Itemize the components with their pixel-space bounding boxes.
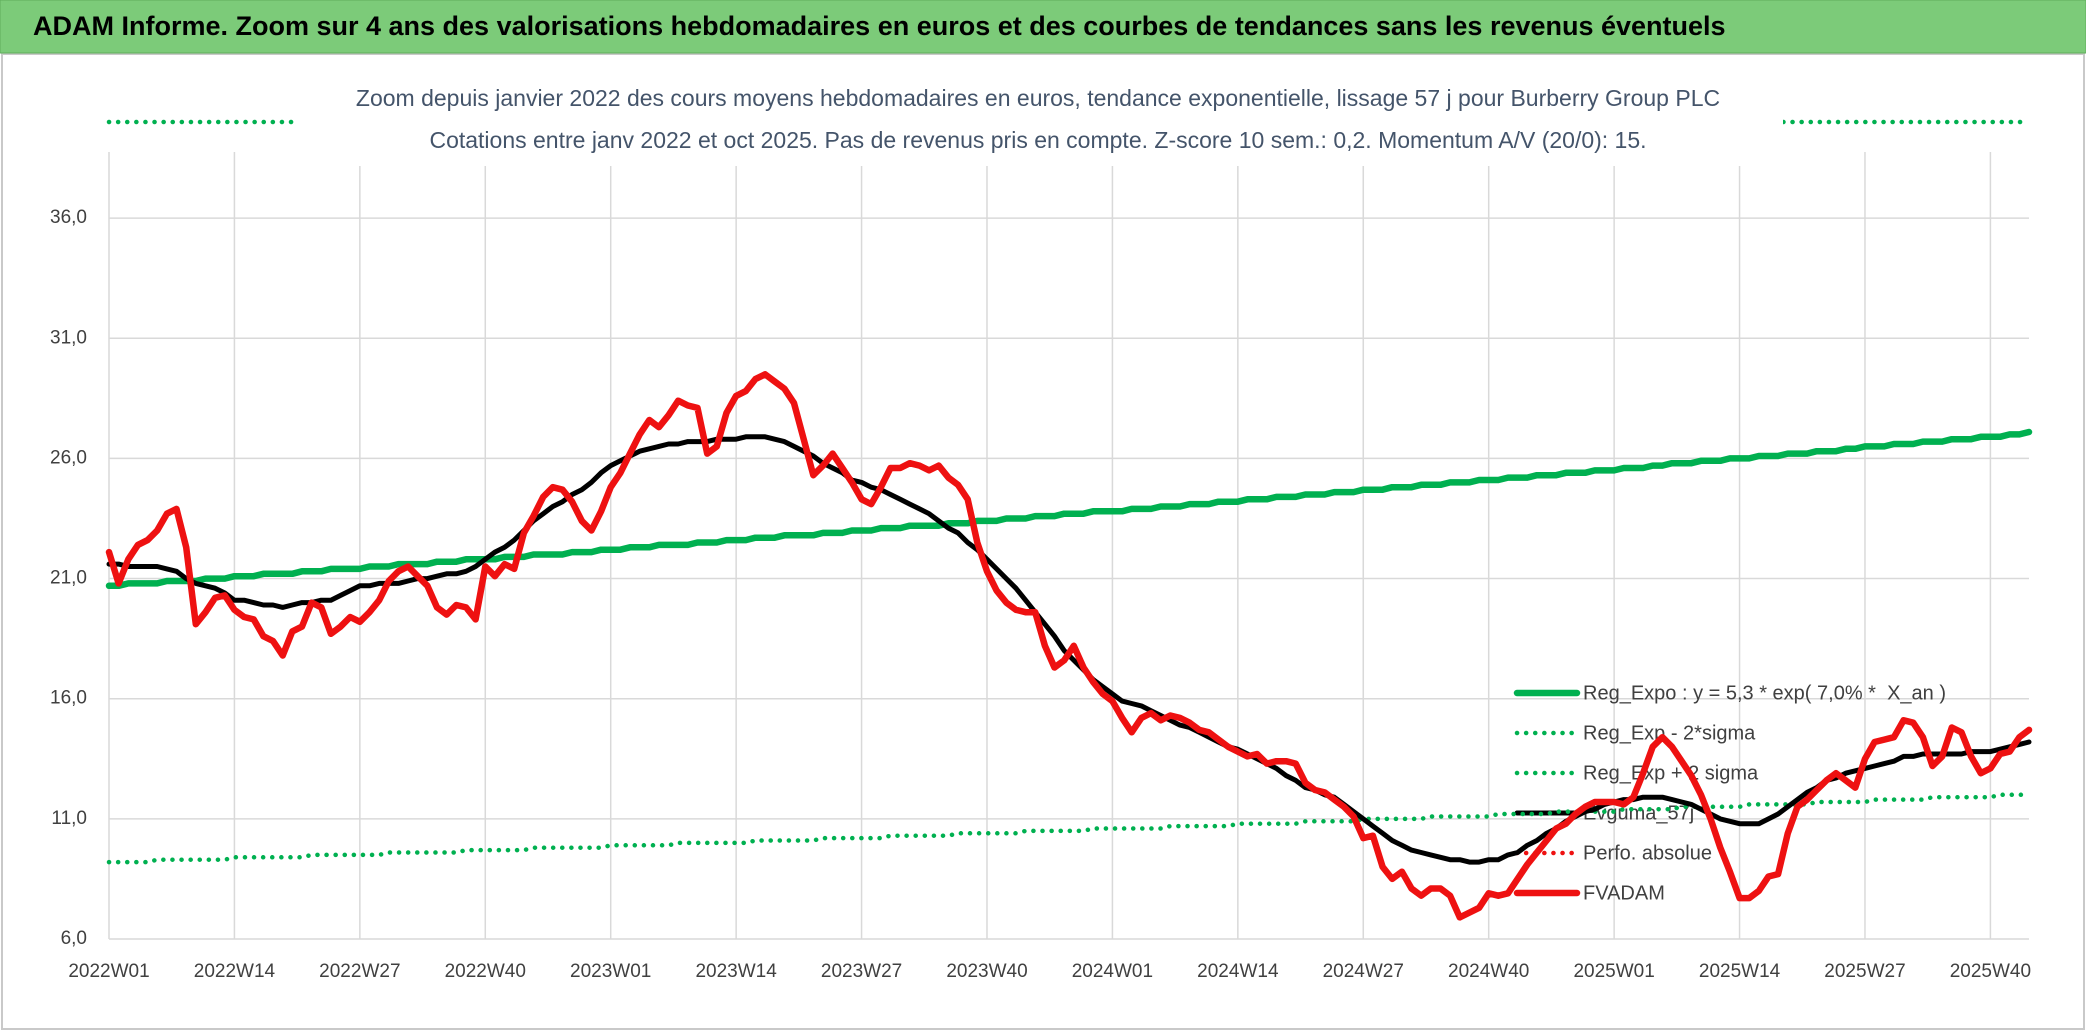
x-tick-label: 2022W27 — [319, 961, 400, 982]
x-tick-label: 2023W14 — [695, 961, 777, 982]
x-tick-label: 2022W40 — [445, 961, 526, 982]
y-tick-label: 16,0 — [50, 688, 87, 709]
chart-title: ADAM Informe. Zoom sur 4 ans des valoris… — [33, 11, 1726, 41]
x-tick-label: 2025W27 — [1824, 961, 1905, 982]
subtitle: Cotations entre janv 2022 et oct 2025. P… — [429, 127, 1646, 153]
x-tick-label: 2024W14 — [1197, 961, 1279, 982]
x-tick-label: 2023W27 — [821, 961, 902, 982]
series-line — [105, 428, 2033, 590]
x-tick-label: 2024W27 — [1323, 961, 1404, 982]
legend-label: Reg_Expo : y = 5,3 * exp( 7,0% * X_an ) — [1583, 682, 1946, 704]
x-tick-label: 2022W14 — [194, 961, 276, 982]
legend-label: Perfo. absolue — [1583, 842, 1712, 864]
x-tick-label: 2025W14 — [1699, 961, 1781, 982]
x-tick-label: 2023W40 — [946, 961, 1027, 982]
y-tick-label: 36,0 — [50, 207, 87, 228]
y-tick-label: 26,0 — [50, 447, 87, 468]
legend-label: Reg_Exp - 2*sigma — [1583, 722, 1756, 744]
x-tick-label: 2022W01 — [68, 961, 149, 982]
x-tick-label: 2025W01 — [1573, 961, 1654, 982]
legend: Reg_Expo : y = 5,3 * exp( 7,0% * X_an ) R… — [1513, 682, 1946, 904]
title-banner — [0, 0, 2086, 54]
y-tick-label: 11,0 — [51, 808, 87, 829]
y-tick-label: 31,0 — [50, 327, 87, 348]
y-tick-label: 6,0 — [61, 928, 87, 949]
x-tick-label: 2023W01 — [570, 961, 651, 982]
x-tick-label: 2025W40 — [1950, 961, 2031, 982]
y-tick-label: 21,0 — [50, 568, 87, 589]
subtitle: Zoom depuis janvier 2022 des cours moyen… — [356, 85, 1720, 111]
legend-label: Reg_Exp + 2 sigma — [1583, 762, 1759, 784]
series-line — [106, 792, 2032, 865]
legend-label: FVADAM — [1583, 882, 1665, 904]
chart-frame — [1, 53, 2085, 1030]
x-tick-label: 2024W01 — [1072, 961, 1153, 982]
subtitle-box — [295, 80, 1783, 166]
x-tick-label: 2024W40 — [1448, 961, 1529, 982]
series-line — [105, 371, 2033, 921]
